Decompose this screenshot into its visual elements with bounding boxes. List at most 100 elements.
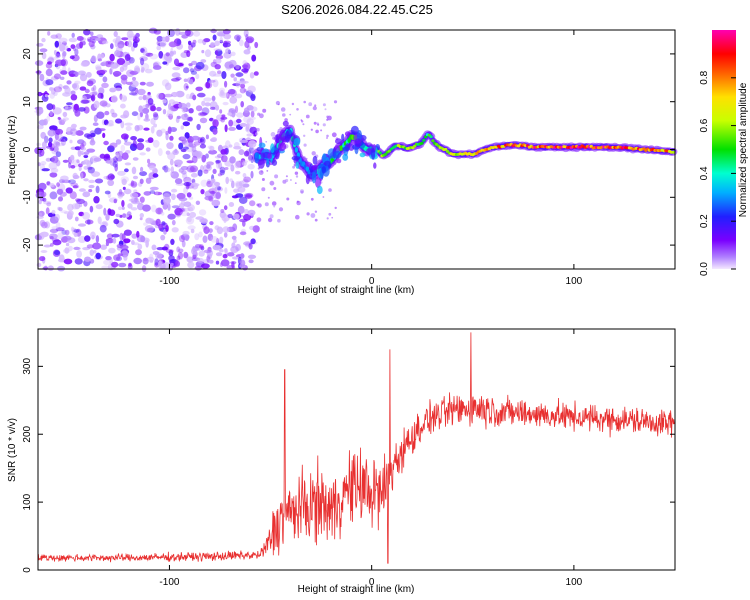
heatmap-noise-blob (220, 209, 225, 213)
heatmap-speckle (291, 102, 295, 106)
heatmap-noise-blob (104, 110, 110, 116)
heatmap-noise-blob (73, 103, 80, 111)
heatmap-noise-blob (101, 82, 109, 89)
heatmap-noise-blob (100, 244, 107, 250)
heatmap-noise-blob (38, 212, 43, 217)
heatmap-noise-blob (105, 256, 112, 261)
heatmap-noise-blob (109, 142, 118, 148)
heatmap-noise-blob (122, 213, 127, 219)
heatmap-transition-blob (323, 160, 331, 167)
heatmap-noise-blob (147, 158, 151, 164)
heatmap-noise-blob (131, 242, 140, 246)
heatmap-noise-blob (88, 179, 96, 184)
heatmap-noise-blob (188, 63, 193, 67)
heatmap-noise-blob (215, 58, 222, 64)
heatmap-noise-blob (99, 100, 108, 107)
heatmap-noise-blob (191, 178, 196, 184)
heatmap-noise-blob (65, 187, 73, 194)
heatmap-noise-blob (203, 38, 211, 43)
heatmap-noise-blob (149, 253, 154, 260)
heatmap-noise-blob (130, 181, 138, 188)
heatmap-noise-blob (180, 136, 187, 141)
heatmap-noise-blob (77, 149, 82, 157)
heatmap-speckle (296, 200, 301, 206)
heatmap-noise-blob (120, 176, 129, 183)
heatmap-noise-blob (165, 132, 169, 141)
snr-series-line (37, 332, 675, 564)
heatmap-noise-blob (83, 178, 89, 182)
heatmap-noise-blob (247, 37, 253, 44)
heatmap-noise-blob (191, 135, 200, 141)
heatmap-noise-blob (49, 125, 58, 131)
heatmap-noise-blob (121, 206, 125, 210)
heatmap-noise-blob (199, 117, 208, 124)
heatmap-speckle (273, 205, 276, 208)
heatmap-noise-blob (190, 173, 198, 178)
heatmap-noise-blob (231, 195, 239, 199)
heatmap-noise-blob (235, 170, 241, 175)
heatmap-noise-blob (204, 49, 212, 58)
heatmap-noise-blob (182, 230, 190, 236)
heatmap-noise-blob (239, 253, 245, 259)
heatmap-noise-blob (250, 106, 258, 112)
heatmap-speckle (267, 196, 270, 199)
heatmap-noise-blob (165, 56, 172, 62)
heatmap-noise-blob (40, 250, 48, 253)
heatmap-noise-blob (105, 241, 109, 247)
heatmap-noise-blob (165, 52, 170, 57)
heatmap-noise-blob (185, 93, 191, 100)
heatmap-noise-blob (178, 142, 184, 150)
heatmap-noise-blob (74, 258, 83, 265)
heatmap-noise-blob (53, 86, 63, 93)
heatmap-noise-blob (95, 204, 103, 210)
heatmap-noise-blob (172, 149, 179, 155)
heatmap-noise-blob (59, 76, 65, 81)
heatmap-noise-blob (120, 74, 128, 81)
heatmap-noise-blob (175, 28, 181, 36)
heatmap-noise-blob (200, 189, 205, 195)
heatmap-noise-blob (102, 132, 106, 138)
heatmap-noise-blob (95, 66, 102, 71)
heatmap-noise-blob (99, 69, 108, 74)
heatmap-noise-blob (172, 66, 181, 71)
heatmap-noise-blob (217, 186, 221, 191)
heatmap-noise-blob (212, 128, 218, 135)
snr-x-ticks: -100 0 100 (159, 329, 583, 588)
heatmap-track-cell (383, 152, 388, 156)
heatmap-noise-blob (136, 230, 140, 238)
heatmap-noise-blob (168, 249, 174, 257)
heatmap-speckle (334, 206, 337, 210)
heatmap-noise-blob (139, 217, 143, 221)
heatmap-track-cell (422, 138, 426, 142)
heatmap-noise-blob (169, 171, 174, 176)
heatmap-transition-blob (322, 153, 327, 164)
heatmap-noise-blob (184, 29, 191, 37)
heatmap-noise-blob (156, 35, 163, 42)
heatmap-transition-blob (373, 162, 377, 169)
heatmap-speckle (285, 178, 289, 183)
heatmap-noise-blob (76, 159, 80, 164)
heatmap-noise-blob (193, 182, 197, 186)
heatmap-noise-blob (138, 96, 143, 101)
heatmap-noise-blob (86, 244, 94, 249)
heatmap-noise-blob (126, 40, 133, 48)
heatmap-noise-blob (105, 60, 113, 68)
x-tick-label: 100 (566, 577, 583, 588)
heatmap-track-cell (420, 141, 424, 145)
heatmap-noise-blob (132, 157, 139, 161)
heatmap-noise-blob (227, 252, 235, 257)
heatmap-speckle (262, 108, 267, 113)
heatmap-noise-blob (169, 41, 177, 48)
heatmap-noise-blob (104, 190, 111, 195)
heatmap-noise-blob (91, 87, 95, 92)
heatmap-noise-blob (164, 35, 170, 43)
heatmap-noise-blob (208, 228, 213, 234)
heatmap-speckle (326, 137, 328, 139)
heatmap-noise-blob (53, 145, 59, 153)
heatmap-noise-blob (169, 158, 174, 166)
snr-panel: -100 0 100 0 100 200 300 Height of straight l… (7, 328, 676, 595)
heatmap-noise-blob (138, 105, 143, 113)
heatmap-noise-blob (98, 128, 106, 132)
heatmap-noise-blob (89, 249, 95, 256)
